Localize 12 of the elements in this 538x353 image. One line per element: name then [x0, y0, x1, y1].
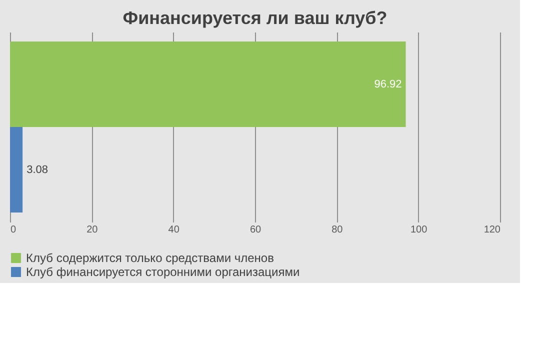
x-tick-label: 20 — [86, 224, 98, 236]
x-tick-label: 80 — [332, 224, 344, 236]
chart-title: Финансируется ли ваш клуб? — [122, 8, 388, 28]
legend-label: Клуб финансируется сторонними организациями — [26, 265, 300, 279]
x-tick-label: 0 — [10, 224, 16, 236]
x-tick-label: 40 — [168, 224, 180, 236]
data-label: 96.92 — [374, 78, 402, 90]
data-label: 3.08 — [26, 164, 48, 176]
legend-label: Клуб содержится только средствами членов — [26, 251, 274, 265]
x-tick-label: 60 — [250, 224, 262, 236]
x-tick-label: 120 — [484, 224, 501, 236]
x-tick-label: 100 — [410, 224, 428, 236]
